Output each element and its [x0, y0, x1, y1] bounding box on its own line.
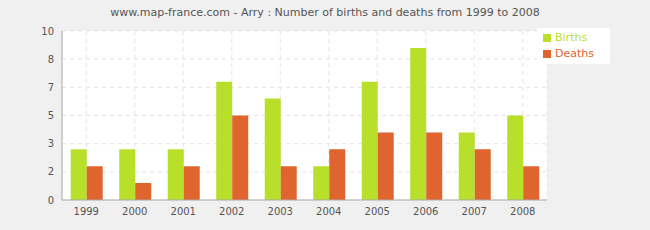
svg-text:2002: 2002 [219, 206, 244, 217]
html-text:www.map-france.com - Arry : Nu: www.map-france.com - Arry : Number of bi… [110, 6, 540, 19]
svg-text:2007: 2007 [462, 206, 487, 217]
svg-text:2001: 2001 [171, 206, 196, 217]
svg-text:8: 8 [48, 54, 54, 65]
svg-text:2: 2 [48, 166, 54, 177]
svg-text:1999: 1999 [74, 206, 99, 217]
svg-text:10: 10 [41, 26, 54, 37]
svg-text:2003: 2003 [268, 206, 293, 217]
svg-text:2004: 2004 [316, 206, 341, 217]
svg-text:2000: 2000 [122, 206, 147, 217]
html-text:Births: Births [555, 31, 588, 44]
html-text:Deaths: Deaths [555, 47, 594, 60]
svg-text:2008: 2008 [510, 206, 535, 217]
svg-text:3: 3 [48, 138, 54, 149]
svg-text:0: 0 [48, 195, 54, 206]
svg-text:5: 5 [48, 110, 54, 121]
svg-text:2006: 2006 [413, 206, 438, 217]
svg-text:2005: 2005 [365, 206, 390, 217]
svg-text:7: 7 [48, 82, 54, 93]
